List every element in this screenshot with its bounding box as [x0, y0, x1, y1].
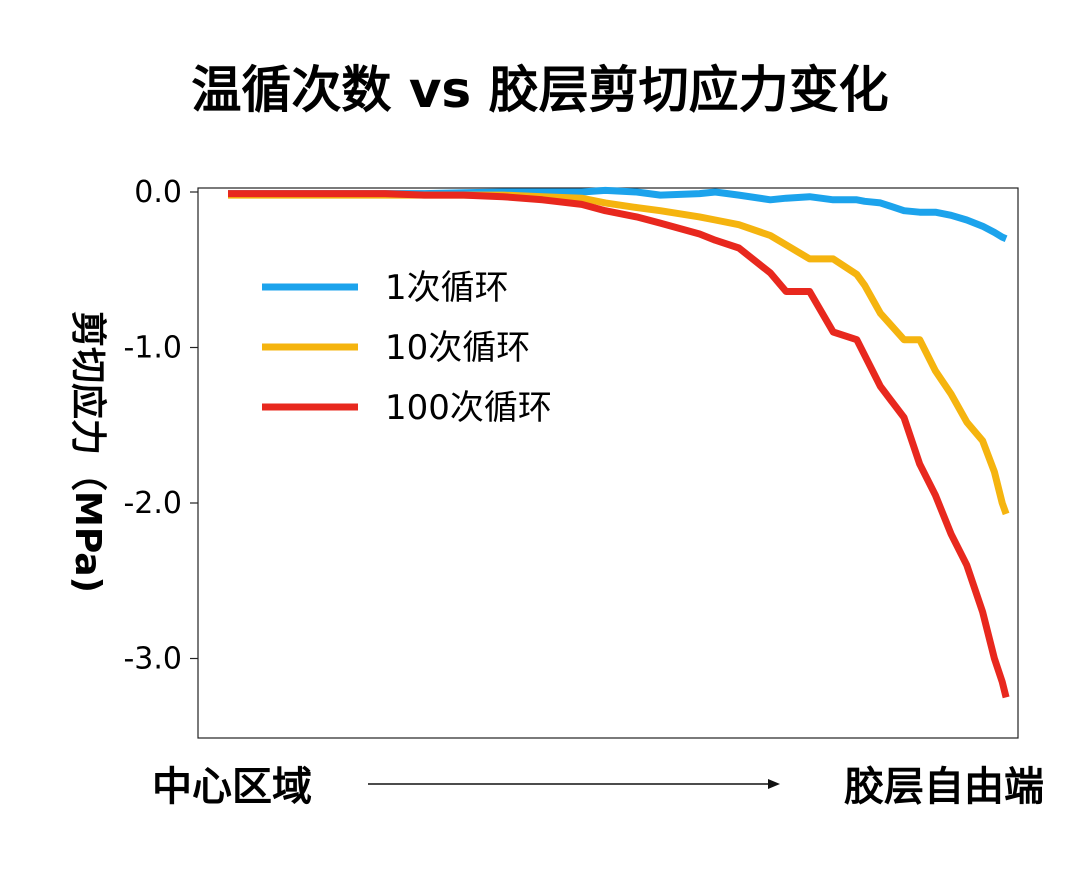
x-axis-label-left: 中心区域	[152, 764, 312, 810]
legend-label-2: 100次循环	[385, 388, 552, 428]
y-tick-label: 0.0	[134, 175, 182, 210]
x-direction-arrow-head	[768, 779, 780, 789]
y-axis-ticks: 0.0 -1.0 -2.0 -3.0	[123, 175, 198, 677]
series-line-1	[228, 191, 1010, 516]
series-line-2	[228, 190, 1010, 699]
y-tick-label: -3.0	[123, 642, 182, 677]
chart-title: 温循次数 vs 胶层剪切应力变化	[191, 61, 888, 119]
y-axis-label: 剪切应力（MPa)	[67, 311, 108, 593]
series-lines	[228, 186, 1010, 699]
y-tick-label: -1.0	[123, 331, 182, 366]
legend-label-0: 1次循环	[385, 268, 509, 308]
legend-label-1: 10次循环	[385, 328, 530, 368]
legend: 1次循环 10次循环 100次循环	[262, 268, 552, 428]
x-axis-label-right: 胶层自由端	[844, 764, 1044, 810]
y-tick-label: -2.0	[123, 486, 182, 521]
plot-frame	[197, 187, 1019, 739]
